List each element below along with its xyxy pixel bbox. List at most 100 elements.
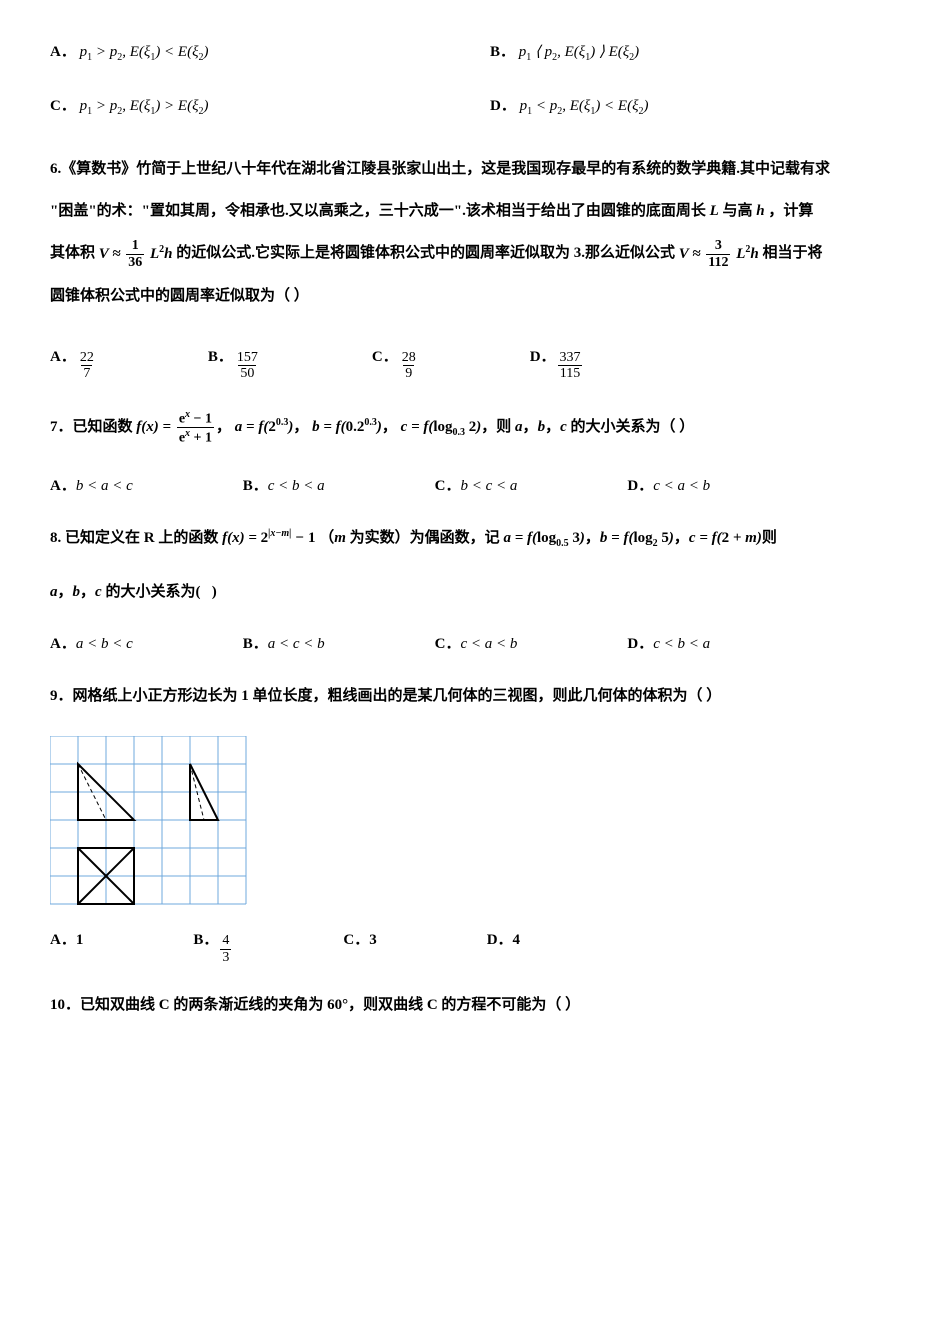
frac-den: 115 <box>558 365 582 381</box>
q8-line1: 8. 已知定义在 R 上的函数 f(x) = 2|x−m| − 1 （m 为实数… <box>50 526 900 552</box>
q8-suffix1: 则 <box>762 526 777 550</box>
q7-a: a = f(20.3) <box>235 415 294 439</box>
q9-option-A: A． 1 <box>50 928 83 952</box>
q8-line2: a，b，c 的大小关系为( ) <box>50 580 900 604</box>
option-label: D． <box>627 632 653 656</box>
option-label: D． <box>487 928 513 952</box>
q7-options: A． b < a < c B． c < b < a C． b < c < a D… <box>50 474 900 498</box>
option-label: B． <box>208 345 233 369</box>
q8-b: b = f(log2 5) <box>600 526 674 552</box>
three-view-svg <box>50 736 250 908</box>
q5-option-D: D． p1 < p2, E(ξ1) < E(ξ2) <box>490 94 649 120</box>
q6-option-D: D． 337 115 <box>530 345 585 382</box>
q6-option-A: A． 22 7 <box>50 345 98 382</box>
q6-line3-c: 相当于将 <box>762 245 822 261</box>
option-label: C． <box>50 94 76 118</box>
q7-abc: a，b，c <box>511 415 570 439</box>
q8-prefix: 8. 已知定义在 R 上的函数 <box>50 526 218 550</box>
q6-line2: "困盖"的术："置如其周，令相承也.又以高乘之，三十六成一".该术相当于给出了由… <box>50 190 900 232</box>
q6-option-C: C． 28 9 <box>372 345 420 382</box>
frac-num: 157 <box>235 350 260 365</box>
sep: ， <box>585 526 600 550</box>
q7-option-D: D． c < a < b <box>627 474 710 498</box>
option-label: C． <box>435 474 461 498</box>
sep: ， <box>382 415 401 439</box>
frac-den: ex + 1 <box>177 427 214 446</box>
frac-num: 1 <box>130 238 141 253</box>
option-expr: p1 > p2, E(ξ1) < E(ξ2) <box>76 40 209 66</box>
q9-option-D: D． 4 <box>487 928 520 952</box>
q6-line2-a: "困盖"的术："置如其周，令相承也.又以高乘之，三十六成一".该术相当于给出了由… <box>50 203 706 219</box>
q5-options-row1: A． p1 > p2, E(ξ1) < E(ξ2) B． p1 ⟨ p2, E(… <box>50 40 900 66</box>
frac-num: 4 <box>220 933 231 948</box>
option-expr: c < a < b <box>461 632 518 656</box>
q8-option-B: B． a < c < b <box>243 632 325 656</box>
option-label: A． <box>50 928 76 952</box>
option-label: A． <box>50 474 76 498</box>
q9-text: 9．网格纸上小正方形边长为 1 单位长度，粗线画出的是某几何体的三视图，则此几何… <box>50 684 900 708</box>
frac-num: 337 <box>558 350 583 365</box>
q7: 7．已知函数 f(x) = ex − 1 ex + 1 ， a = f(20.3… <box>50 409 900 446</box>
q8-option-C: C． c < a < b <box>435 632 518 656</box>
q10-text: 10．已知双曲线 C 的两条渐近线的夹角为 60°，则双曲线 C 的方程不可能为… <box>50 993 900 1017</box>
option-expr: b < c < a <box>461 474 518 498</box>
q6-line4: 圆锥体积公式中的圆周率近似取为（ ） <box>50 275 900 317</box>
q7-b: b = f(0.20.3) <box>312 415 382 439</box>
frac-den: 7 <box>81 365 92 381</box>
q6-line3-b: 的近似公式.它实际上是将圆锥体积公式中的圆周率近似取为 3.那么近似公式 <box>176 245 675 261</box>
sep: ， <box>293 415 312 439</box>
q8-mid1: （m 为实数）为偶函数，记 <box>319 526 499 550</box>
q7-c: c = f(log0.3 2) <box>401 415 482 441</box>
q6-L: L <box>710 203 719 219</box>
q5-option-A: A． p1 > p2, E(ξ1) < E(ξ2) <box>50 40 430 66</box>
option-label: A． <box>50 40 76 64</box>
frac-num: 3 <box>713 238 724 253</box>
frac-den: 50 <box>238 365 256 381</box>
q6-line1: 6.《算数书》竹简于上世纪八十年代在湖北省江陵县张家山出土，这是我国现存最早的有… <box>50 148 900 190</box>
option-expr: c < b < a <box>653 632 710 656</box>
q9-option-C: C． 3 <box>343 928 376 952</box>
q7-option-A: A． b < a < c <box>50 474 133 498</box>
q7-fx: f(x) = ex − 1 ex + 1 <box>133 409 217 446</box>
frac-num: 28 <box>400 350 418 365</box>
q7-suffix: 的大小关系为（ ） <box>571 415 695 439</box>
option-expr: p1 < p2, E(ξ1) < E(ξ2) <box>516 94 649 120</box>
option-expr: c < b < a <box>268 474 325 498</box>
q6-formula1: V ≈ 1 36 L2h <box>99 233 173 275</box>
q5-options-row2: C． p1 > p2, E(ξ1) > E(ξ2) D． p1 < p2, E(… <box>50 94 900 120</box>
q7-option-B: B． c < b < a <box>243 474 325 498</box>
frac-num: ex − 1 <box>177 409 214 427</box>
option-expr: c < a < b <box>653 474 710 498</box>
q7-option-C: C． b < c < a <box>435 474 518 498</box>
option-label: B． <box>193 928 218 952</box>
frac-den: 3 <box>220 949 231 965</box>
frac-num: 22 <box>78 350 96 365</box>
sep: ， <box>674 526 689 550</box>
option-label: C． <box>343 928 369 952</box>
option-label: B． <box>243 474 268 498</box>
option-label: D． <box>627 474 653 498</box>
q8-a: a = f(log0.5 3) <box>500 526 585 552</box>
option-expr: p1 > p2, E(ξ1) > E(ξ2) <box>76 94 209 120</box>
q8-c: c = f(2 + m) <box>689 526 762 550</box>
q9-option-B: B． 4 3 <box>193 928 233 965</box>
q8-option-A: A． a < b < c <box>50 632 133 656</box>
q6-line2-b: 与高 <box>723 203 753 219</box>
option-label: C． <box>372 345 398 369</box>
option-expr: a < c < b <box>268 632 325 656</box>
q6: 6.《算数书》竹简于上世纪八十年代在湖北省江陵县张家山出土，这是我国现存最早的有… <box>50 148 900 317</box>
option-expr: b < a < c <box>76 474 133 498</box>
option-val: 4 <box>513 928 521 952</box>
q5-option-B: B． p1 ⟨ p2, E(ξ1) ⟩ E(ξ2) <box>490 40 639 66</box>
q8-abc: a，b，c <box>50 580 105 604</box>
q6-options: A． 22 7 B． 157 50 C． 28 9 D． 337 115 <box>50 345 900 382</box>
frac-den: 112 <box>706 254 730 270</box>
q5-option-C: C． p1 > p2, E(ξ1) > E(ξ2) <box>50 94 430 120</box>
q7-mid4: ，则 <box>481 415 511 439</box>
q6-line3: 其体积 V ≈ 1 36 L2h 的近似公式.它实际上是将圆锥体积公式中的圆周率… <box>50 232 900 275</box>
option-label: B． <box>243 632 268 656</box>
q9-options: A． 1 B． 4 3 C． 3 D． 4 <box>50 928 900 965</box>
option-expr: a < b < c <box>76 632 133 656</box>
option-label: C． <box>435 632 461 656</box>
option-label: A． <box>50 632 76 656</box>
